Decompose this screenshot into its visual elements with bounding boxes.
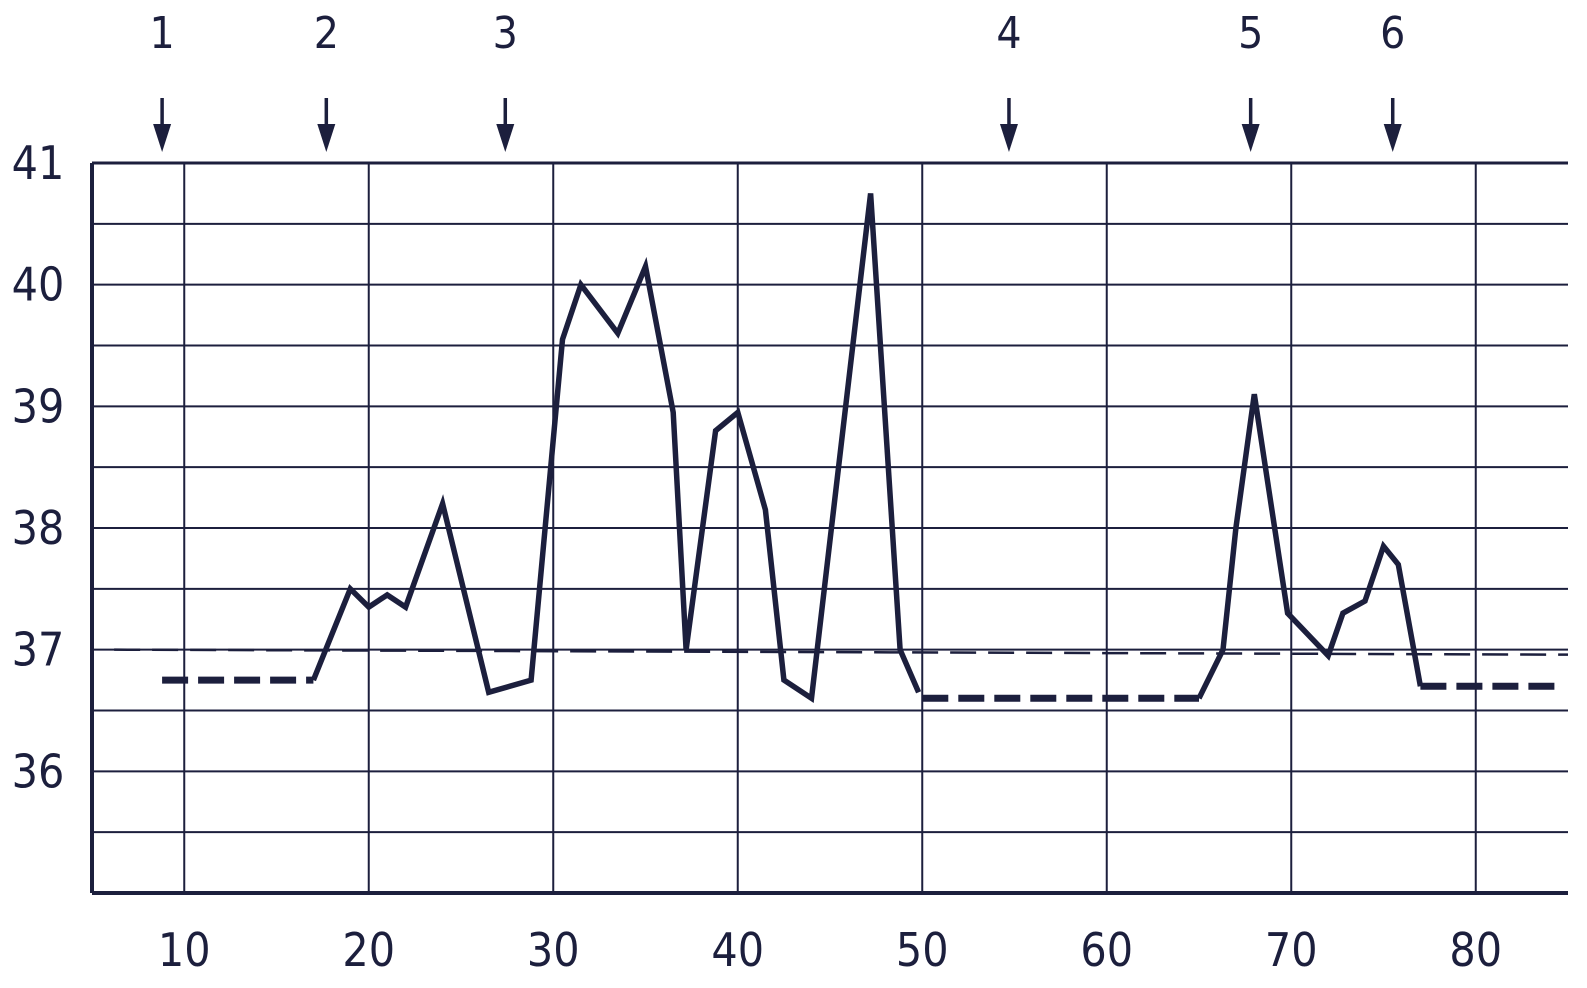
y-tick-label: 36	[12, 744, 65, 798]
x-tick-label: 20	[342, 923, 395, 977]
y-axis-ticks: 36 37 38 39 40 41	[12, 136, 65, 798]
y-tick-label: 41	[12, 136, 65, 190]
y-tick-label: 39	[12, 379, 65, 433]
arrow-head-icon	[496, 124, 515, 152]
event-marker-label: 2	[314, 8, 339, 59]
reference-line	[114, 648, 1569, 656]
x-axis-ticks: 10 20 30 40 50 60 70 80	[158, 923, 1502, 977]
arrow-head-icon	[317, 124, 336, 152]
event-marker: 4	[996, 8, 1022, 152]
x-tick-label: 60	[1080, 923, 1133, 977]
arrow-head-icon	[1383, 124, 1402, 152]
event-marker: 1	[150, 8, 175, 152]
x-tick-label: 10	[158, 923, 211, 977]
series-line-3	[1196, 393, 1424, 700]
y-tick-label: 38	[12, 501, 65, 555]
event-marker-label: 6	[1380, 8, 1405, 59]
y-tick-label: 37	[12, 623, 65, 677]
arrow-head-icon	[1241, 124, 1260, 152]
event-marker-label: 3	[493, 8, 518, 59]
x-tick-label: 70	[1265, 923, 1318, 977]
event-marker-label: 1	[150, 8, 175, 59]
event-marker: 3	[493, 8, 518, 152]
plot-frame	[90, 161, 1568, 895]
y-tick-label: 40	[12, 258, 65, 312]
series-line-1	[310, 193, 922, 704]
reference-dashed-line	[114, 648, 1569, 656]
event-marker-label: 5	[1238, 8, 1263, 59]
x-tick-label: 40	[711, 923, 764, 977]
x-tick-label: 30	[527, 923, 580, 977]
event-marker-label: 4	[996, 8, 1021, 59]
arrow-head-icon	[999, 124, 1018, 152]
event-marker: 2	[314, 8, 339, 152]
arrow-head-icon	[153, 124, 172, 152]
event-marker: 6	[1380, 8, 1405, 152]
x-tick-label: 50	[896, 923, 949, 977]
series-group	[162, 193, 1559, 704]
x-tick-label: 80	[1449, 923, 1502, 977]
event-markers: 1 2 3 4 5 6	[150, 8, 1405, 152]
event-marker: 5	[1238, 8, 1263, 152]
